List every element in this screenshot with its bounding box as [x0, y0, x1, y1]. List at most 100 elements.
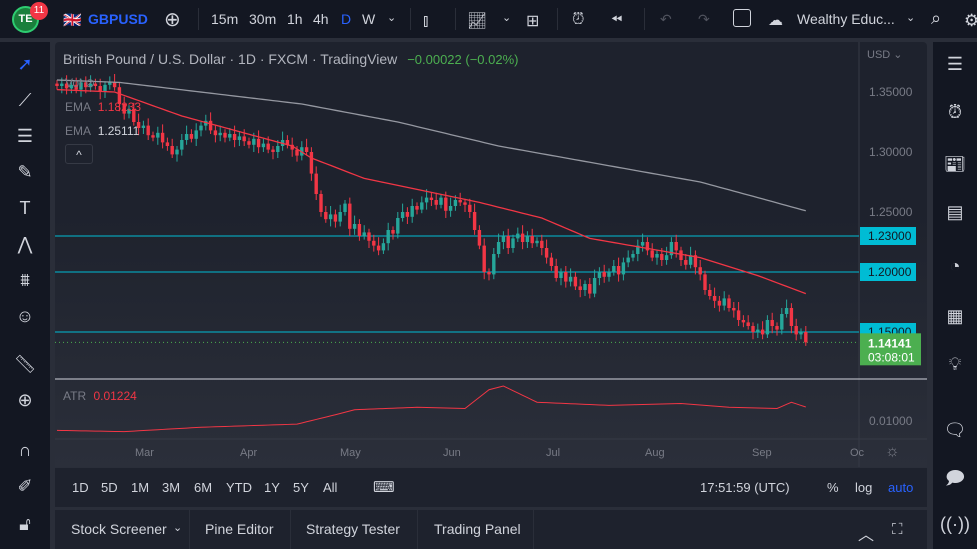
ema-label: EMA — [65, 100, 91, 114]
candle — [194, 130, 198, 139]
range-1y[interactable]: 1Y — [264, 480, 280, 495]
atr-legend[interactable]: ATR 0.01224 — [63, 389, 137, 403]
candle — [621, 262, 626, 275]
tab-trading-panel[interactable]: Trading Panel — [434, 521, 521, 537]
interval-4h[interactable]: 4h — [313, 11, 329, 27]
candle — [429, 197, 434, 200]
last-price-bg — [860, 333, 921, 366]
ema-legend-2[interactable]: EMA 1.25111 — [65, 124, 139, 138]
calendar-icon[interactable]: ▦ — [946, 306, 964, 326]
candle — [458, 200, 462, 203]
interval-1h[interactable]: 1h — [287, 11, 303, 27]
range-ytd[interactable]: YTD — [226, 480, 252, 495]
interval-w[interactable]: W — [362, 11, 376, 27]
volume-legend[interactable]: Vol ⊘ — [65, 76, 95, 90]
candle — [127, 108, 131, 114]
news-icon[interactable]: 📰︎ — [943, 154, 967, 174]
zoom-icon[interactable]: ⊕ — [17, 390, 33, 410]
currency-selector[interactable]: USD ⌄ — [867, 49, 903, 61]
candle — [487, 272, 491, 275]
candle — [669, 242, 674, 256]
candle — [741, 320, 746, 323]
range-5d[interactable]: 5D — [101, 480, 118, 495]
chevron-up-icon[interactable]: ︿ — [858, 527, 875, 544]
chart-settings-icon[interactable]: ☼ — [885, 443, 900, 460]
range-all[interactable]: All — [323, 480, 338, 495]
pattern-icon[interactable]: ⋀ — [17, 234, 33, 254]
ruler-icon[interactable]: 📏︎ — [13, 354, 37, 374]
chevron-down-icon[interactable]: ⌄ — [173, 522, 183, 534]
hidden-eye-icon[interactable]: ⊘ — [85, 76, 96, 90]
signal-icon[interactable]: ((·)) — [940, 514, 970, 534]
candle — [223, 132, 227, 138]
alerts-icon[interactable]: ⏰︎ — [947, 102, 963, 122]
percent-toggle[interactable]: % — [827, 480, 839, 495]
chevron-down-icon[interactable]: ⌄ — [502, 12, 512, 24]
candle — [765, 320, 770, 335]
range-6m[interactable]: 6M — [194, 480, 213, 495]
range-3m[interactable]: 3M — [162, 480, 181, 495]
candle — [717, 300, 722, 306]
chevron-down-icon[interactable]: ⌄ — [387, 12, 397, 24]
range-1d[interactable]: 1D — [72, 480, 89, 495]
candle — [578, 286, 582, 290]
ema-value: 1.18233 — [97, 100, 142, 114]
maximize-icon[interactable]: ⛶ — [892, 521, 903, 538]
ideas-icon[interactable]: 💡︎ — [948, 354, 962, 374]
log-toggle[interactable]: log — [855, 480, 873, 495]
replay-icon[interactable]: ⏪︎ — [611, 11, 623, 27]
last-price-label: 1.14141 — [868, 336, 912, 350]
prediction-icon[interactable]: ⩩ — [20, 270, 30, 290]
interval-d[interactable]: D — [341, 11, 352, 27]
redo-icon[interactable]: ↷ — [698, 11, 710, 27]
candle — [434, 200, 438, 205]
date-range-icon[interactable]: ⌨︎ — [373, 479, 395, 496]
cursor-icon[interactable]: ➚ — [17, 54, 33, 74]
indicators-icon[interactable]: 📈︎ — [467, 13, 488, 30]
price-chart[interactable]: 1.350001.300001.250001.230001.200001.150… — [55, 42, 927, 467]
brush-icon[interactable]: ✎ — [17, 162, 33, 182]
fib-icon[interactable]: ☰ — [16, 126, 34, 146]
add-symbol-icon[interactable]: ⊕ — [164, 9, 181, 31]
comments-icon[interactable]: 🗩︎ — [945, 468, 965, 488]
chart-pane[interactable]: 1.35000 1.30000 1.25000 1.23000 1.20000 1.150… — [55, 42, 927, 467]
range-5y[interactable]: 5Y — [293, 480, 309, 495]
lock-drawing-icon[interactable]: ✐ — [17, 476, 33, 496]
hotlist-icon[interactable]: ◔ — [949, 256, 961, 276]
interval-30m[interactable]: 30m — [249, 11, 277, 27]
collapse-legend-button[interactable]: ^ — [65, 144, 93, 164]
emoji-icon[interactable]: ☺ — [15, 306, 35, 326]
candle — [482, 245, 486, 272]
alert-icon[interactable]: ⏰︎ — [572, 11, 585, 28]
text-icon[interactable]: T — [19, 198, 31, 218]
clock[interactable]: 17:51:59 (UTC) — [700, 480, 790, 495]
trendline-icon[interactable]: ⟋ — [18, 90, 32, 110]
magnet-icon[interactable]: ∩ — [18, 440, 32, 460]
candle-type-icon[interactable]: ⫾ — [423, 11, 429, 30]
settings-icon[interactable]: ⚙︎ — [964, 11, 977, 30]
fullscreen-icon[interactable] — [733, 9, 751, 27]
candle — [636, 245, 640, 254]
data-window-icon[interactable]: ▤ — [946, 202, 964, 222]
atr-value: 0.01224 — [93, 389, 137, 403]
range-1m[interactable]: 1M — [131, 480, 150, 495]
search-icon[interactable]: ⌕ — [931, 8, 942, 28]
layout-name[interactable]: Wealthy Educ... — [797, 11, 895, 27]
undo-icon[interactable]: ↶ — [660, 11, 672, 27]
candle — [204, 120, 208, 126]
tab-pine-editor[interactable]: Pine Editor — [205, 521, 274, 537]
candle — [199, 125, 203, 131]
chevron-down-icon[interactable]: ⌄ — [906, 12, 916, 24]
layout-grid-icon[interactable]: ⊞ — [526, 13, 540, 30]
interval-15m[interactable]: 15m — [211, 11, 239, 27]
watchlist-icon[interactable]: ☰ — [946, 54, 964, 74]
auto-toggle[interactable]: auto — [888, 480, 914, 495]
ema-legend-1[interactable]: EMA 1.18233 — [65, 100, 141, 114]
candle — [540, 240, 544, 248]
tab-stock-screener[interactable]: Stock Screener — [71, 521, 167, 537]
candle — [424, 197, 429, 203]
tab-strategy-tester[interactable]: Strategy Tester — [306, 521, 400, 537]
chat-icon[interactable]: 🗨︎ — [943, 420, 967, 440]
lock-icon[interactable]: 🔓︎ — [19, 514, 31, 534]
symbol-search[interactable]: GBPUSD — [88, 11, 148, 27]
